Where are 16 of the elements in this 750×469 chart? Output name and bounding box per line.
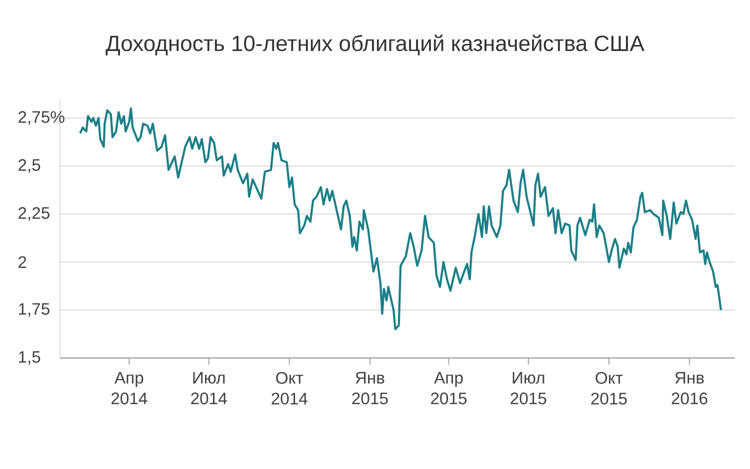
y-tick-label: 2,75% (18, 111, 64, 125)
y-tick-label: 2,5 (18, 159, 40, 173)
x-tick-label: Янв 2016 (672, 372, 708, 404)
x-tick-label: Июл 2014 (191, 372, 227, 404)
y-tick-label: 1,5 (18, 351, 40, 365)
chart-title: Доходность 10-летних облигаций казначейства США (106, 34, 644, 56)
x-tick-label: Июл 2015 (510, 372, 546, 404)
y-tick-label: 2,25 (18, 207, 50, 221)
x-tick-label: Апр 2014 (111, 372, 148, 404)
y-tick-label: 1,75 (18, 303, 50, 317)
x-tick-label: Окт 2014 (272, 372, 308, 405)
x-tick-label: Апр 2015 (431, 372, 467, 404)
x-tick-label: Окт 2015 (591, 372, 627, 405)
x-tick-label: Янв 2015 (352, 372, 388, 404)
y-tick-label: 2 (18, 256, 26, 268)
line-series (79, 107, 722, 330)
